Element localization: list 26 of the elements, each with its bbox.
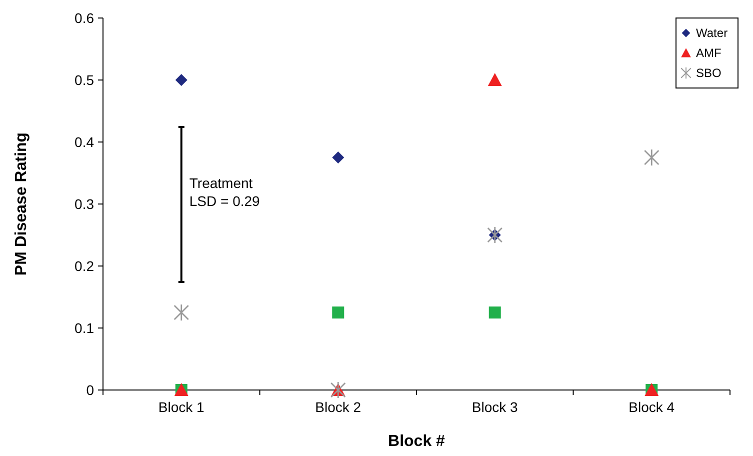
legend-label: AMF — [696, 46, 722, 60]
y-tick-label: 0 — [86, 382, 94, 398]
x-tick-label: Block 3 — [472, 399, 518, 415]
annotation: Treatment LSD = 0.29 — [189, 175, 260, 209]
legend-label: Water — [696, 26, 728, 40]
y-tick-label: 0.6 — [74, 10, 94, 26]
y-axis-title: PM Disease Rating — [13, 132, 30, 276]
point — [488, 73, 502, 86]
point — [330, 381, 346, 399]
y-tick-label: 0.2 — [74, 258, 94, 274]
point — [487, 226, 503, 244]
x-tick-label: Block 1 — [158, 399, 205, 415]
point — [644, 148, 660, 166]
y-tick-label: 0.4 — [74, 134, 94, 150]
point — [488, 306, 501, 318]
x-axis-title: Block # — [388, 433, 446, 450]
y-tick-label: 0.1 — [74, 320, 94, 336]
point — [174, 304, 190, 322]
y-tick-label: 0.3 — [74, 196, 94, 212]
point — [175, 74, 188, 86]
point — [332, 152, 344, 164]
legend-label: SBO — [696, 66, 722, 80]
x-tick-label: Block 2 — [315, 399, 362, 415]
x-tick-label: Block 4 — [628, 399, 675, 415]
point — [332, 306, 344, 318]
y-tick-label: 0.5 — [74, 72, 94, 88]
